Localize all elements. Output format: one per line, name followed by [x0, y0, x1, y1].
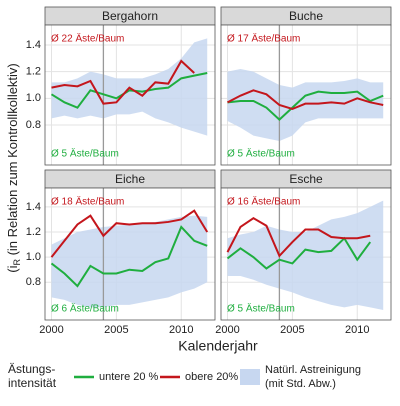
panel-title: Esche: [289, 172, 323, 186]
annotation: Ø 6 Äste/Baum: [51, 303, 119, 315]
x-tick-label: 2005: [104, 324, 128, 336]
annotation: Ø 17 Äste/Baum: [227, 33, 300, 45]
panel-border: [44, 24, 216, 166]
y-tick-label: 1.4: [26, 39, 41, 51]
series-line: [226, 216, 371, 258]
annotation: Ø 22 Äste/Baum: [51, 33, 124, 45]
panel-title: Bergahorn: [102, 9, 158, 23]
y-tick-label: 1.4: [26, 201, 41, 213]
y-tick-label: 1.0: [26, 92, 41, 104]
legend-title: intensität: [8, 376, 57, 390]
y-tick-label: 0.8: [26, 119, 41, 131]
series-line: [50, 209, 209, 258]
y-tick-label: 1.2: [26, 66, 41, 78]
panel-border: [220, 187, 392, 321]
panel-title: Buche: [289, 9, 323, 23]
legend-label: Natürl. Astreinigung: [265, 364, 361, 376]
x-axis-label: Kalenderjahr: [178, 338, 258, 354]
panel-border: [220, 24, 392, 166]
legend-title: Ästungs-: [8, 362, 55, 376]
y-label-sub: R: [12, 259, 22, 266]
annotation: Ø 5 Äste/Baum: [227, 303, 295, 315]
legend-swatch: [240, 369, 260, 385]
x-tick-label: 2000: [215, 324, 239, 336]
series-line: [50, 72, 208, 109]
legend-label: (mit Std. Abw.): [265, 378, 336, 390]
band: [51, 215, 208, 308]
y-label-part: (i: [5, 265, 20, 272]
series-line: [226, 236, 372, 270]
annotation: Ø 5 Äste/Baum: [227, 148, 295, 160]
series-line: [227, 89, 384, 111]
panel-title: Eiche: [115, 172, 145, 186]
panel-border: [44, 187, 216, 321]
y-tick-label: 0.8: [26, 276, 41, 288]
annotation: Ø 5 Äste/Baum: [51, 148, 119, 160]
series-line: [50, 225, 208, 288]
y-tick-label: 1.0: [26, 251, 41, 263]
series-line: [227, 90, 384, 122]
y-label-part: (in Relation zum Kontrollkollektiv): [5, 63, 20, 259]
annotation: Ø 16 Äste/Baum: [227, 196, 300, 208]
legend-label: obere 20%: [185, 371, 238, 383]
y-axis-label: (iR (in Relation zum Kontrollkollektiv): [5, 63, 22, 273]
x-tick-label: 2010: [169, 324, 193, 336]
series-line: [51, 59, 195, 105]
band: [227, 69, 384, 141]
annotation: Ø 18 Äste/Baum: [51, 196, 124, 208]
x-tick-label: 2000: [39, 324, 63, 336]
x-tick-label: 2005: [280, 324, 304, 336]
x-tick-label: 2010: [345, 324, 369, 336]
legend-label: untere 20 %: [99, 371, 159, 383]
y-tick-label: 1.2: [26, 226, 41, 238]
